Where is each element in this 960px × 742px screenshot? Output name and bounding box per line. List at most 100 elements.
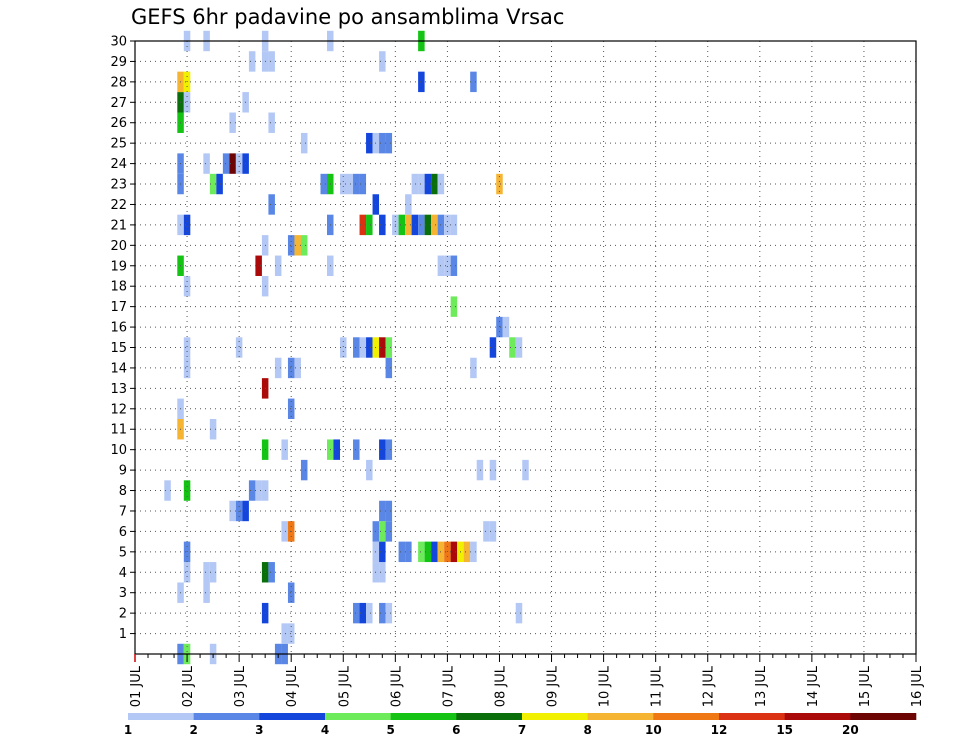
y-tick-label: 30 [110,35,127,50]
precip-cell [366,214,373,236]
precip-cell [424,541,432,563]
legend-label: 10 [645,723,662,737]
y-tick-label: 28 [110,75,127,90]
legend-swatch [587,713,654,720]
x-tick-label: 12 JUL [702,665,717,707]
precip-cell [496,316,503,338]
legend-label: 15 [776,723,793,737]
precip-cell [476,459,484,481]
legend-swatch [719,713,785,720]
precip-cell [248,51,256,72]
legend-swatch [522,713,588,720]
precip-cell [183,480,191,501]
precip-cell [385,500,393,522]
y-tick-label: 17 [110,300,127,315]
x-tick-label: 14 JUL [806,665,821,707]
precip-cell [366,459,373,481]
precip-cell [366,132,373,154]
precip-cell [418,541,425,563]
x-tick-label: 03 JUL [233,665,248,707]
x-tick-label: 02 JUL [181,665,196,707]
y-tick-label: 6 [119,525,127,540]
precip-cell [274,255,282,276]
precip-cell [346,173,354,195]
precip-cell [398,541,406,563]
y-tick-label: 3 [119,586,127,601]
axes-layer: 1234567891011121314151617181920212223242… [110,35,925,708]
y-tick-label: 16 [110,321,127,336]
legend-swatch [193,713,260,720]
precip-cell [353,439,360,460]
precip-cell [450,255,458,276]
x-tick-label: 09 JUL [546,665,561,707]
x-tick-label: 13 JUL [754,665,769,707]
precip-cell [353,173,360,195]
precip-cell [183,562,191,583]
precip-cell [385,132,393,154]
x-tick-label: 06 JUL [389,665,404,707]
precip-cell [424,214,432,236]
precip-cell [287,235,295,256]
precip-cell [489,521,497,542]
y-tick-label: 8 [119,484,127,499]
legend-swatch [850,713,917,720]
precip-cell [359,214,367,236]
precip-cell [183,214,191,236]
precip-cell [209,173,217,195]
y-tick-label: 24 [110,157,127,172]
precip-cell [450,214,458,236]
legend-swatch [456,713,523,720]
precip-cell [255,480,262,501]
y-tick-label: 19 [110,259,127,274]
precip-cell [203,153,210,174]
precip-cell [294,357,301,379]
precip-cell [340,337,347,358]
precip-cell [398,214,406,236]
legend-swatch [259,713,326,720]
y-tick-label: 18 [110,280,127,295]
precip-cell [359,173,367,195]
y-tick-label: 23 [110,178,127,193]
y-tick-label: 25 [110,137,127,152]
precip-cell [496,173,503,195]
precip-cell [470,357,477,379]
cells-layer [164,30,529,665]
precip-cell [515,602,523,624]
precip-cell [183,92,191,113]
precip-cell [359,602,367,624]
y-tick-label: 9 [119,464,127,479]
y-tick-label: 11 [110,423,127,438]
precip-cell [287,623,295,644]
precip-cell [268,562,275,583]
precip-cell [470,541,477,563]
precip-cell [405,214,412,236]
precip-cell [300,132,308,154]
x-tick-label: 01 JUL [129,665,144,707]
x-tick-label: 08 JUL [493,665,508,707]
precip-cell [255,255,262,276]
precip-cell [509,337,516,358]
legend-label: 7 [518,723,526,737]
precip-cell [248,480,256,501]
precip-cell [274,357,282,379]
precip-cell [385,357,393,379]
precip-cell [300,235,308,256]
precip-cell [353,337,360,358]
y-tick-label: 5 [119,545,127,560]
precip-cell [424,173,432,195]
x-tick-label: 05 JUL [337,665,352,707]
precip-cell [411,173,419,195]
precip-cell [359,337,367,358]
precip-cell [353,602,360,624]
precip-cell [268,194,275,215]
y-tick-label: 22 [110,198,127,213]
y-tick-label: 20 [110,239,127,254]
precip-cell [405,541,412,563]
precip-cell [216,173,223,195]
y-tick-label: 27 [110,96,127,111]
y-tick-label: 7 [119,504,127,519]
precip-cell [379,214,386,236]
y-tick-label: 1 [119,627,127,642]
precip-cell [418,71,425,93]
